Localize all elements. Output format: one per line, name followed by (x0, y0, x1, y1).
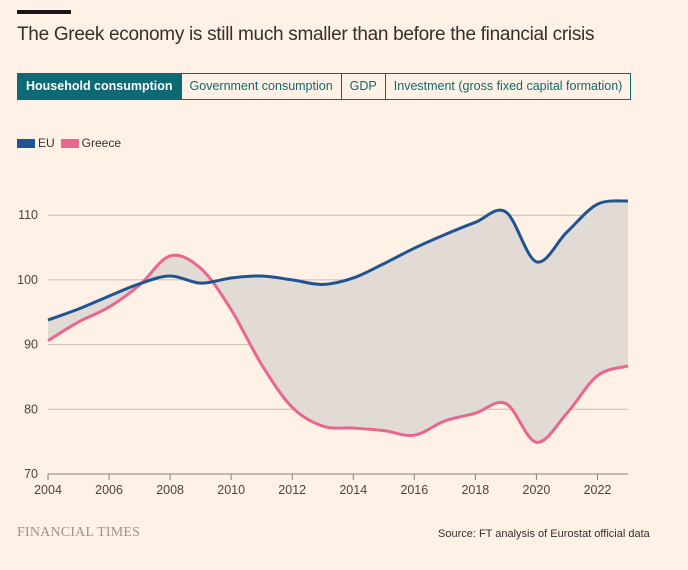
data-point-eu-2011 (260, 274, 264, 278)
legend-item-eu: EU (17, 136, 55, 150)
title-accent-bar (17, 10, 71, 14)
legend: EU Greece (17, 136, 127, 150)
data-point-greece-2011 (260, 363, 264, 367)
x-tick-label: 2022 (584, 483, 612, 497)
data-point-greece-2004 (46, 339, 50, 343)
data-point-eu-2022 (595, 202, 599, 206)
data-point-greece-2006 (107, 305, 111, 309)
y-tick-label: 100 (17, 273, 38, 287)
data-point-greece-2022 (595, 374, 599, 378)
data-point-eu-2009 (199, 281, 203, 285)
tab-gdp[interactable]: GDP (340, 74, 385, 99)
tab-household-consumption[interactable]: Household consumption (18, 74, 181, 99)
data-point-eu-2014 (351, 276, 355, 280)
data-point-greece-2019 (504, 401, 508, 405)
data-point-greece-2010 (229, 308, 233, 312)
data-point-greece-2023 (626, 364, 630, 368)
data-point-eu-2018 (473, 220, 477, 224)
data-point-greece-2016 (412, 433, 416, 437)
data-point-greece-2008 (168, 254, 172, 258)
data-point-greece-2007 (138, 283, 142, 287)
data-point-eu-2020 (534, 260, 538, 264)
gap-area (48, 200, 628, 443)
source-note: Source: FT analysis of Eurostat official… (438, 528, 650, 540)
data-point-greece-2014 (351, 426, 355, 430)
data-point-greece-2015 (382, 429, 386, 433)
legend-swatch-eu (17, 138, 35, 148)
data-point-eu-2021 (565, 230, 569, 234)
data-point-eu-2016 (412, 246, 416, 250)
data-point-greece-2009 (199, 266, 203, 270)
x-tick-label: 2004 (34, 483, 62, 497)
legend-item-greece: Greece (60, 136, 122, 150)
legend-swatch-greece (60, 138, 79, 148)
y-tick-label: 110 (18, 208, 38, 222)
x-tick-label: 2006 (95, 483, 123, 497)
data-point-greece-2017 (443, 419, 447, 423)
data-point-eu-2013 (321, 282, 325, 286)
data-point-eu-2010 (229, 276, 233, 280)
metric-tabs: Household consumption Government consump… (17, 73, 632, 100)
chart-title: The Greek economy is still much smaller … (17, 24, 595, 45)
data-point-greece-2005 (77, 320, 81, 324)
data-point-eu-2004 (46, 318, 50, 322)
legend-label-greece: Greece (81, 136, 122, 150)
y-tick-label: 90 (24, 338, 38, 352)
x-tick-label: 2010 (217, 483, 245, 497)
data-point-greece-2013 (321, 424, 325, 428)
x-tick-label: 2020 (523, 483, 551, 497)
series-line-eu (47, 199, 629, 322)
data-point-eu-2019 (504, 210, 508, 214)
y-tick-label: 80 (24, 402, 38, 416)
data-point-eu-2017 (443, 233, 447, 237)
ft-logo: FINANCIAL TIMES (17, 525, 141, 540)
legend-label-eu: EU (38, 136, 55, 150)
data-point-eu-2005 (77, 307, 81, 311)
x-tick-label: 2008 (156, 483, 184, 497)
data-point-eu-2006 (107, 294, 111, 298)
x-tick-label: 2012 (278, 483, 306, 497)
x-tick-label: 2016 (400, 483, 428, 497)
y-tick-label: 70 (24, 467, 38, 481)
tab-government-consumption[interactable]: Government consumption (180, 74, 341, 99)
data-point-eu-2015 (382, 262, 386, 266)
data-point-greece-2018 (473, 411, 477, 415)
tab-investment[interactable]: Investment (gross fixed capital formatio… (384, 74, 631, 99)
x-tick-label: 2018 (461, 483, 489, 497)
data-point-greece-2021 (565, 411, 569, 415)
data-point-greece-2020 (534, 440, 538, 444)
x-tick-label: 2014 (339, 483, 367, 497)
data-point-eu-2008 (168, 274, 172, 278)
data-point-eu-2023 (626, 199, 630, 203)
data-point-greece-2012 (290, 405, 294, 409)
data-point-eu-2012 (290, 278, 294, 282)
